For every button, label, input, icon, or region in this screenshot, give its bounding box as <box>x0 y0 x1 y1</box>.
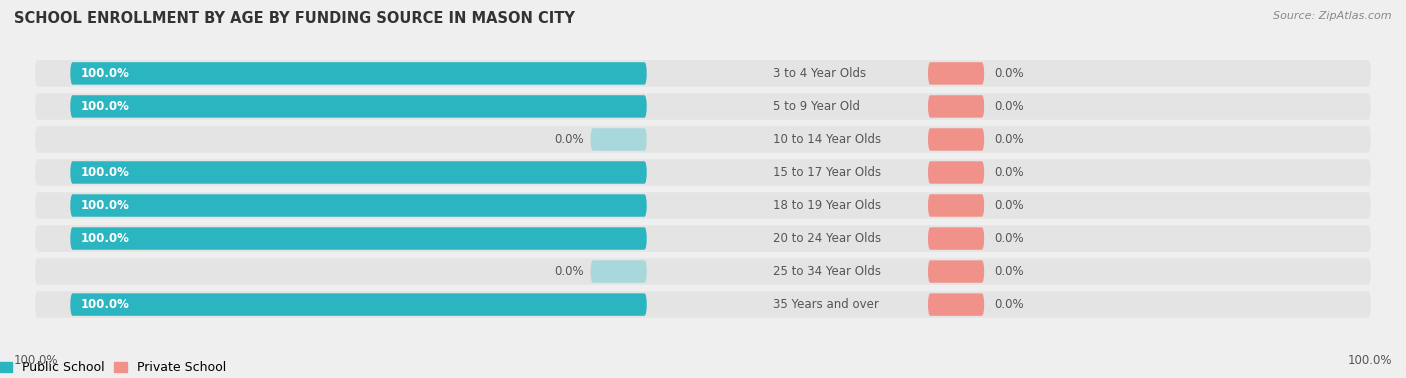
FancyBboxPatch shape <box>928 293 984 316</box>
FancyBboxPatch shape <box>70 194 647 217</box>
Text: 100.0%: 100.0% <box>82 166 129 179</box>
Text: 0.0%: 0.0% <box>554 265 583 278</box>
Text: 18 to 19 Year Olds: 18 to 19 Year Olds <box>773 199 882 212</box>
FancyBboxPatch shape <box>591 260 647 283</box>
FancyBboxPatch shape <box>35 258 1371 285</box>
FancyBboxPatch shape <box>928 95 984 118</box>
Text: 0.0%: 0.0% <box>554 133 583 146</box>
FancyBboxPatch shape <box>70 293 647 316</box>
FancyBboxPatch shape <box>591 128 647 151</box>
Text: 0.0%: 0.0% <box>995 265 1025 278</box>
FancyBboxPatch shape <box>928 161 984 184</box>
Text: 3 to 4 Year Olds: 3 to 4 Year Olds <box>773 67 866 80</box>
Text: 5 to 9 Year Old: 5 to 9 Year Old <box>773 100 860 113</box>
Text: 100.0%: 100.0% <box>82 199 129 212</box>
Text: 10 to 14 Year Olds: 10 to 14 Year Olds <box>773 133 882 146</box>
FancyBboxPatch shape <box>35 93 1371 120</box>
Text: 0.0%: 0.0% <box>995 100 1025 113</box>
FancyBboxPatch shape <box>70 95 647 118</box>
FancyBboxPatch shape <box>35 291 1371 318</box>
Text: 100.0%: 100.0% <box>82 232 129 245</box>
FancyBboxPatch shape <box>928 260 984 283</box>
FancyBboxPatch shape <box>35 60 1371 87</box>
Text: 100.0%: 100.0% <box>1347 354 1392 367</box>
Legend: Public School, Private School: Public School, Private School <box>0 356 231 378</box>
Text: 100.0%: 100.0% <box>82 298 129 311</box>
Text: 0.0%: 0.0% <box>995 199 1025 212</box>
FancyBboxPatch shape <box>70 227 647 250</box>
FancyBboxPatch shape <box>70 62 647 85</box>
FancyBboxPatch shape <box>928 62 984 85</box>
Text: 0.0%: 0.0% <box>995 232 1025 245</box>
Text: 100.0%: 100.0% <box>14 354 59 367</box>
Text: SCHOOL ENROLLMENT BY AGE BY FUNDING SOURCE IN MASON CITY: SCHOOL ENROLLMENT BY AGE BY FUNDING SOUR… <box>14 11 575 26</box>
Text: 0.0%: 0.0% <box>995 166 1025 179</box>
Text: 35 Years and over: 35 Years and over <box>773 298 879 311</box>
Text: 100.0%: 100.0% <box>82 67 129 80</box>
FancyBboxPatch shape <box>928 194 984 217</box>
FancyBboxPatch shape <box>35 159 1371 186</box>
FancyBboxPatch shape <box>70 161 647 184</box>
Text: Source: ZipAtlas.com: Source: ZipAtlas.com <box>1274 11 1392 21</box>
FancyBboxPatch shape <box>35 126 1371 153</box>
Text: 100.0%: 100.0% <box>82 100 129 113</box>
Text: 25 to 34 Year Olds: 25 to 34 Year Olds <box>773 265 882 278</box>
Text: 0.0%: 0.0% <box>995 298 1025 311</box>
FancyBboxPatch shape <box>928 128 984 151</box>
Text: 0.0%: 0.0% <box>995 67 1025 80</box>
Text: 15 to 17 Year Olds: 15 to 17 Year Olds <box>773 166 882 179</box>
FancyBboxPatch shape <box>928 227 984 250</box>
Text: 20 to 24 Year Olds: 20 to 24 Year Olds <box>773 232 882 245</box>
FancyBboxPatch shape <box>35 225 1371 252</box>
FancyBboxPatch shape <box>35 192 1371 219</box>
Text: 0.0%: 0.0% <box>995 133 1025 146</box>
